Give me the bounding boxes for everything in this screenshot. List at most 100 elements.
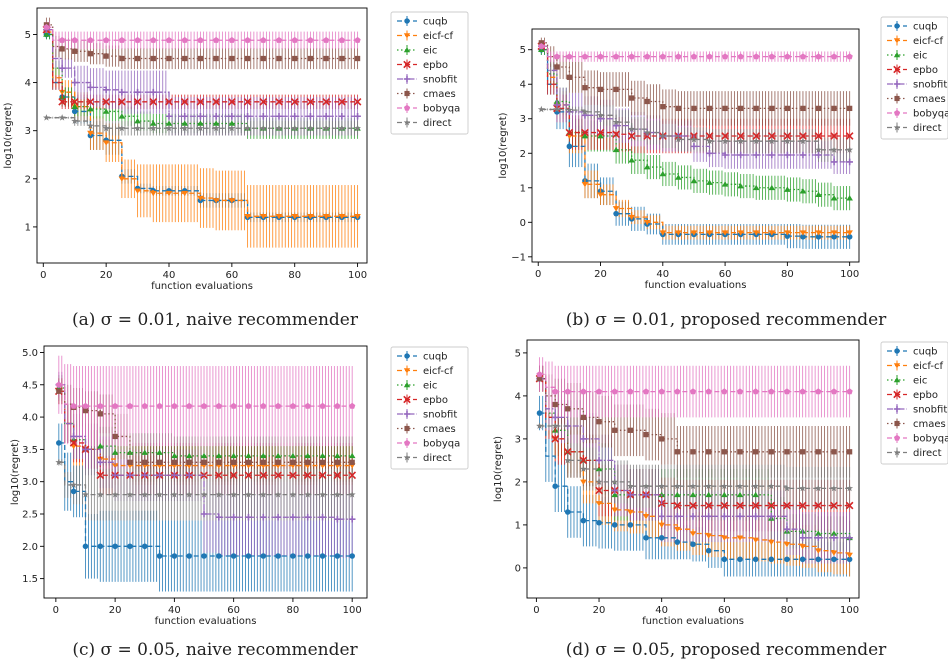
data-point bbox=[752, 482, 760, 490]
legend-label: cuqb bbox=[913, 347, 938, 358]
markers-cmaes bbox=[536, 376, 853, 455]
x-tick-label: 40 bbox=[163, 270, 176, 281]
legend-entry-bobyqa: bobyqa bbox=[397, 103, 460, 115]
data-point bbox=[215, 513, 223, 521]
y-tick-label: 2 bbox=[520, 149, 526, 160]
data-point bbox=[274, 471, 282, 480]
x-tick-label: 100 bbox=[348, 270, 367, 281]
data-point bbox=[767, 132, 776, 140]
data-point bbox=[768, 184, 776, 191]
data-point bbox=[171, 459, 178, 465]
legend-marker bbox=[893, 363, 901, 369]
data-point bbox=[814, 548, 822, 554]
data-point bbox=[706, 449, 712, 455]
x-tick-label: 0 bbox=[53, 605, 59, 616]
x-tick-label: 100 bbox=[840, 269, 859, 280]
y-tick-label: 4 bbox=[25, 78, 31, 89]
data-point bbox=[815, 230, 822, 236]
data-point bbox=[69, 439, 78, 447]
data-point bbox=[181, 120, 189, 126]
data-point bbox=[307, 214, 314, 220]
data-point bbox=[689, 482, 697, 490]
data-point bbox=[552, 388, 559, 395]
data-point bbox=[673, 482, 681, 490]
data-point bbox=[275, 36, 283, 43]
data-point bbox=[814, 534, 822, 542]
data-point bbox=[180, 97, 189, 106]
data-point bbox=[134, 188, 141, 194]
data-point bbox=[71, 103, 79, 109]
data-point bbox=[127, 459, 133, 465]
data-point bbox=[149, 120, 157, 126]
y-tick-label: 4.5 bbox=[22, 380, 38, 391]
legend-entry-cuqb: cuqb bbox=[887, 21, 938, 33]
data-point bbox=[721, 137, 729, 145]
data-point bbox=[643, 128, 651, 136]
x-tick-label: 20 bbox=[594, 269, 607, 280]
data-point bbox=[536, 376, 543, 382]
data-point bbox=[354, 36, 361, 43]
data-point bbox=[736, 513, 744, 520]
y-tick-label: 2 bbox=[515, 477, 521, 488]
data-point bbox=[334, 459, 341, 465]
data-point bbox=[274, 402, 282, 409]
legend-marker bbox=[403, 453, 411, 461]
data-point bbox=[830, 501, 838, 510]
data-point bbox=[706, 105, 713, 112]
data-point bbox=[627, 388, 634, 395]
data-point bbox=[292, 55, 298, 62]
legend-entry-eicf-cf: eicf-cf bbox=[887, 35, 944, 47]
x-tick-label: 100 bbox=[840, 605, 859, 616]
markers-epbo bbox=[535, 374, 854, 510]
data-point bbox=[353, 97, 362, 106]
data-point bbox=[181, 112, 189, 120]
data-point bbox=[307, 36, 314, 43]
y-tick-label: 5.0 bbox=[22, 348, 38, 359]
y-axis-label: log10(regret) bbox=[3, 102, 14, 168]
plot-area bbox=[54, 355, 357, 592]
legend-label: bobyqa bbox=[423, 439, 460, 450]
data-point bbox=[304, 452, 312, 459]
data-point bbox=[705, 533, 712, 539]
data-point bbox=[580, 435, 587, 443]
data-point bbox=[784, 53, 791, 60]
data-point bbox=[768, 53, 775, 60]
data-point bbox=[611, 491, 618, 498]
series-line-cmaes bbox=[46, 24, 358, 60]
legend-label: bobyqa bbox=[913, 109, 948, 120]
data-point bbox=[200, 490, 208, 498]
data-point bbox=[275, 124, 283, 132]
markers-direct bbox=[42, 114, 362, 132]
data-point bbox=[55, 381, 62, 388]
data-point bbox=[769, 105, 775, 112]
legend-label: bobyqa bbox=[423, 104, 460, 115]
legend-entry-bobyqa: bobyqa bbox=[397, 438, 460, 450]
data-point bbox=[628, 214, 635, 221]
data-point bbox=[783, 388, 791, 395]
data-point bbox=[737, 53, 744, 60]
legend-entry-cuqb: cuqb bbox=[887, 346, 938, 358]
data-point bbox=[134, 55, 141, 62]
data-point bbox=[658, 482, 666, 490]
x-tick-label: 40 bbox=[655, 605, 668, 616]
data-point bbox=[597, 111, 604, 119]
legend-label: cmaes bbox=[423, 89, 456, 100]
data-point bbox=[753, 53, 760, 60]
data-point bbox=[200, 510, 208, 518]
data-point bbox=[752, 513, 759, 520]
data-point bbox=[783, 484, 791, 492]
data-point bbox=[831, 449, 837, 455]
data-point bbox=[689, 388, 697, 395]
data-point bbox=[752, 132, 761, 140]
data-point bbox=[691, 105, 697, 112]
data-point bbox=[659, 230, 667, 236]
data-point bbox=[230, 513, 237, 521]
data-point bbox=[736, 501, 744, 510]
data-point bbox=[612, 53, 620, 60]
data-point bbox=[165, 124, 173, 132]
legend-entry-cmaes: cmaes bbox=[887, 418, 946, 430]
data-point bbox=[96, 490, 104, 498]
legend-entry-eicf-cf: eicf-cf bbox=[397, 365, 454, 377]
data-point bbox=[303, 471, 312, 480]
data-point bbox=[185, 490, 193, 498]
